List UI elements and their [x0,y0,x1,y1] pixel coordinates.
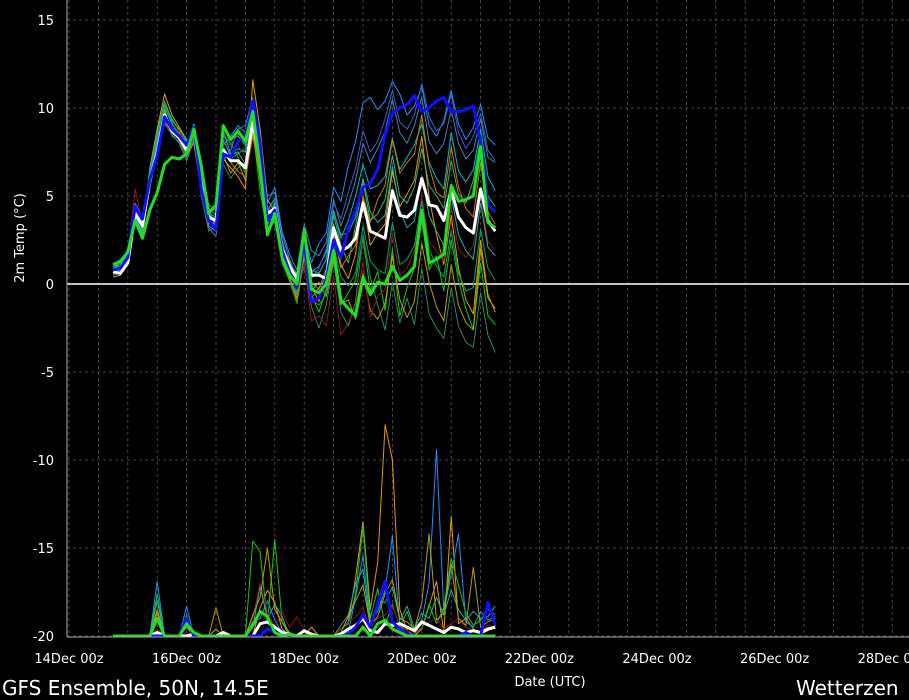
temperature-series-line [112,96,496,276]
x-tick-label: 24Dec 00z [622,652,691,667]
y-tick-label: -10 [33,454,54,469]
y-tick-label: -20 [33,630,54,645]
x-tick-label: 16Dec 00z [152,652,221,667]
x-tick-label: 20Dec 00z [387,652,456,667]
x-tick-label: 26Dec 00z [740,652,809,667]
x-tick-label: 28Dec 00z [858,652,909,667]
y-tick-label: -5 [41,366,54,381]
y-tick-label: 5 [46,190,54,205]
temperature-series-line [112,94,497,304]
series-lines [112,79,497,638]
temperature-series-line [112,118,496,336]
y-tick-label: 0 [46,278,54,293]
x-tick-label: 18Dec 00z [270,652,339,667]
temperature-series-line [112,110,497,318]
footer-source-brand: Wetterzen [796,676,899,700]
x-axis-label: Date (UTC) [514,675,585,690]
tick-labels: 15 10 5 0 -5 -10 -15 -20 14Dec 00z 16Dec 00z 18Dec… [33,14,909,667]
y-tick-label: 10 [37,102,54,117]
plot-background [67,0,909,637]
x-tick-label: 22Dec 00z [505,652,574,667]
y-axis-label: 2m Temp (°C) [13,193,28,283]
footer-model-location: GFS Ensemble, 50N, 14.5E [2,676,269,700]
precip-series-line [113,609,496,638]
x-tick-label: 14Dec 00z [34,652,103,667]
y-tick-label: 15 [37,14,54,29]
y-tick-label: -15 [33,542,54,557]
